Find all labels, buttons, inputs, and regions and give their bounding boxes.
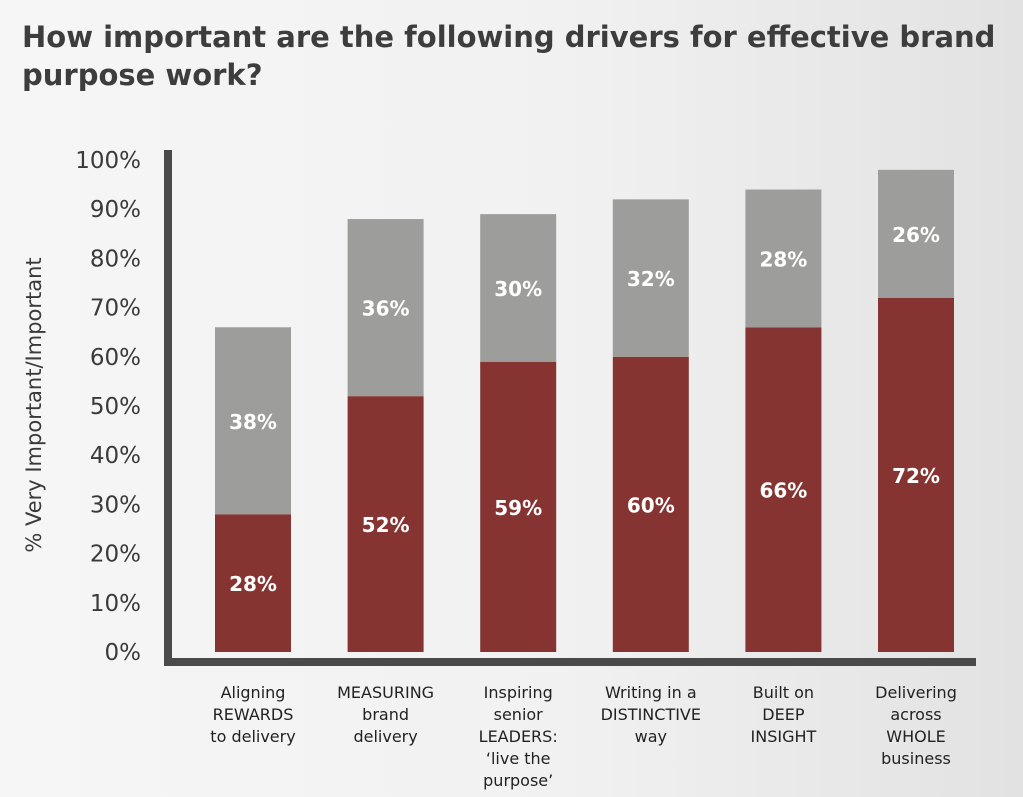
y-tick-label: 40% — [90, 443, 141, 469]
y-axis-label: % Very Important/Important — [22, 257, 46, 552]
x-category-label: LEADERS: — [479, 727, 558, 746]
bar-value-label: 72% — [892, 464, 940, 488]
x-category-label: INSIGHT — [751, 727, 817, 746]
bar-value-label: 66% — [759, 479, 807, 503]
bar-value-label: 36% — [362, 297, 410, 321]
y-tick-label: 20% — [90, 542, 141, 568]
y-tick-label: 90% — [90, 197, 141, 223]
bar-value-label: 52% — [362, 513, 410, 537]
y-tick-label: 80% — [90, 246, 141, 272]
x-category-label: delivery — [353, 727, 417, 746]
x-category-label: across — [890, 705, 941, 724]
y-tick-label: 0% — [105, 640, 142, 666]
x-category-label: Built on — [753, 683, 814, 702]
bar-important — [745, 189, 822, 328]
bar-important — [347, 219, 424, 397]
bar-value-label: 28% — [759, 247, 807, 271]
x-category-label: Inspiring — [484, 683, 553, 702]
y-tick-label: 70% — [90, 296, 141, 322]
x-category-label: senior — [494, 705, 544, 724]
x-category-label: to delivery — [210, 727, 295, 746]
bar-important-very — [612, 356, 689, 652]
bar-important — [878, 169, 954, 298]
x-category-label: way — [635, 727, 667, 746]
x-axis-line — [164, 658, 976, 666]
bar-value-label: 60% — [627, 493, 675, 517]
bar-important-very — [215, 514, 291, 652]
bar-important-very — [480, 361, 557, 652]
bar-important — [480, 214, 557, 362]
x-category-label: purpose’ — [483, 771, 553, 790]
bar-value-label: 59% — [494, 496, 542, 520]
bar-value-label: 30% — [494, 277, 542, 301]
x-category-label: brand — [362, 705, 409, 724]
x-category-label: ‘live the — [486, 749, 551, 768]
x-category-label: Delivering — [875, 683, 957, 702]
y-axis-line — [164, 150, 172, 666]
x-category-label: DISTINCTIVE — [601, 705, 701, 724]
bar-important — [215, 327, 291, 515]
y-tick-label: 30% — [90, 492, 141, 518]
x-category-label: Writing in a — [605, 683, 697, 702]
x-category-label: REWARDS — [213, 705, 294, 724]
bar-important-very — [878, 297, 954, 652]
x-category-label: WHOLE — [886, 727, 945, 746]
x-category-label: MEASURING — [337, 683, 434, 702]
bar-value-label: 28% — [229, 572, 277, 596]
bar-value-label: 32% — [627, 267, 675, 291]
y-tick-label: 10% — [90, 591, 141, 617]
y-tick-label: 50% — [90, 394, 141, 420]
chart-title: How important are the following drivers … — [22, 20, 996, 92]
y-tick-label: 100% — [75, 148, 141, 174]
bar-value-label: 26% — [892, 223, 940, 247]
bar-value-label: 38% — [229, 410, 277, 434]
bar-important — [612, 199, 689, 357]
x-category-label: DEEP — [762, 705, 805, 724]
bar-important-very — [745, 327, 822, 652]
x-category-label: business — [881, 749, 951, 768]
y-tick-label: 60% — [90, 345, 141, 371]
bar-important-very — [347, 396, 424, 652]
x-category-label: Aligning — [221, 683, 286, 702]
